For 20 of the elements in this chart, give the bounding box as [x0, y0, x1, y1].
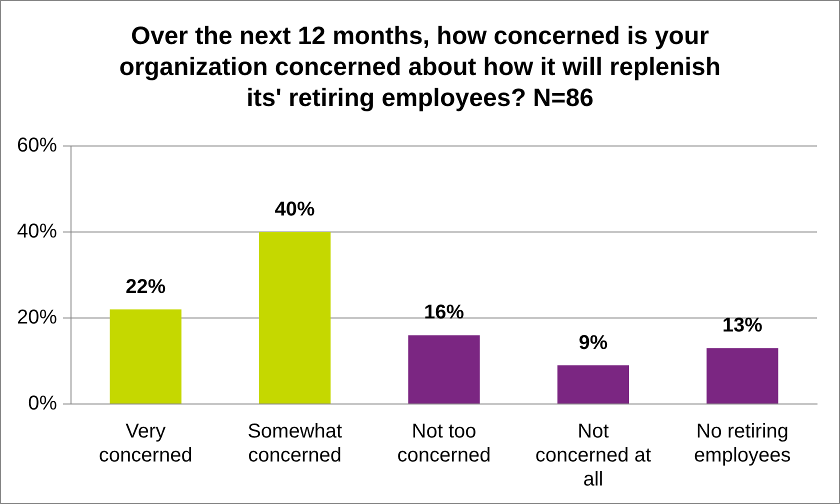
data-label: 40%: [274, 198, 316, 221]
x-tick-label: No retiring employees: [694, 420, 791, 467]
bar: [259, 232, 331, 404]
x-tick-label: Not too concerned: [397, 420, 491, 467]
x-tick-label: Very concerned: [98, 420, 192, 467]
chart-title: Over the next 12 months, how concerned is your organization concerned about how it will replenish its' retiring employees? N=86: [118, 21, 722, 114]
data-label: 9%: [578, 332, 608, 354]
data-label: 22%: [126, 276, 166, 298]
bar: [557, 365, 630, 404]
bar: [408, 335, 480, 404]
x-tick-label: Somewhat concerned: [248, 420, 343, 467]
bar: [110, 309, 182, 404]
bar: [706, 348, 778, 404]
y-tick-label: 60%: [17, 134, 58, 157]
y-tick-label: 40%: [17, 220, 58, 243]
y-tick-label: 0%: [28, 392, 58, 415]
data-label: 16%: [424, 302, 464, 324]
data-label: 13%: [722, 314, 763, 337]
x-tick-label: Not concerned at all: [535, 420, 652, 491]
y-tick-label: 20%: [17, 306, 58, 329]
